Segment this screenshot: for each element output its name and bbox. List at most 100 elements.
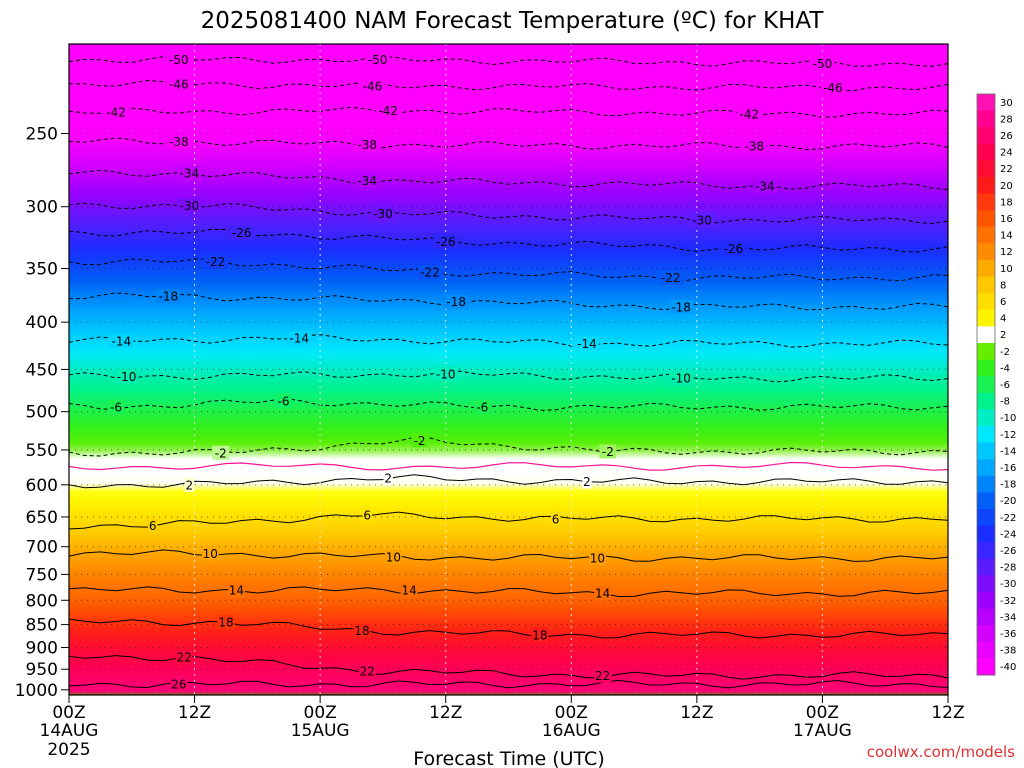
- colorbar-swatch: [977, 392, 995, 410]
- contour-label: -6: [110, 400, 122, 414]
- contour-label-bg: [203, 254, 228, 269]
- colorbar-label: 10: [1000, 264, 1013, 275]
- contour-label-bg: [201, 546, 219, 561]
- contour-line--26: [68, 229, 949, 253]
- contour-line-22: [68, 655, 949, 680]
- x-tick-label: 12Z: [680, 703, 713, 723]
- contour-label: -2: [215, 446, 227, 460]
- colorbar-label: 4: [1000, 314, 1006, 325]
- pressure-axis: 250 300 350 400 450 500 550 600 650 700 750 800 850 9…: [15, 44, 70, 701]
- contour-label: -34: [357, 174, 377, 188]
- contour-labels: -50 -50 -50 -46 -46 -46 -42 -42 -42 -38 -38 -38 -34 -…: [103, 52, 845, 692]
- colorbar-label: 18: [1000, 197, 1013, 208]
- colorbar-label: -38: [1000, 646, 1016, 657]
- colorbar-label: -10: [1000, 413, 1016, 424]
- colorbar-label: -6: [1000, 380, 1010, 391]
- contour-label: -34: [755, 180, 775, 194]
- contour-label-bg: [166, 77, 191, 92]
- colorbar-label: -26: [1000, 546, 1016, 557]
- contour-label-bg: [376, 103, 401, 118]
- contour-label: 2: [384, 472, 392, 486]
- contour-label: -2: [602, 445, 614, 459]
- x-axis-label: Forecast Time (UTC): [413, 748, 604, 768]
- y-tick-label: 250: [26, 125, 58, 145]
- contour-label-bg: [433, 234, 458, 249]
- contour-label: -38: [745, 140, 765, 154]
- y-tick-label: 550: [26, 441, 58, 461]
- contour-label: -2: [414, 434, 426, 448]
- contour-label: -18: [671, 300, 691, 314]
- contour-label: -26: [436, 235, 456, 249]
- contour-label-bg: [589, 550, 606, 565]
- contour-line-6: [68, 511, 949, 530]
- colorbar-swatch: [977, 509, 995, 527]
- colorbar-swatch: [977, 94, 995, 112]
- contour-label: -18: [446, 295, 466, 309]
- y-tick-label: 600: [26, 476, 58, 496]
- colorbar-swatch: [977, 243, 995, 261]
- credit-text: coolwx.com/models: [867, 743, 1015, 761]
- contour-line--14: [68, 334, 949, 348]
- y-tick-label: 400: [26, 313, 58, 333]
- colorbar-swatch: [977, 492, 995, 510]
- colorbar-swatch: [977, 343, 995, 361]
- contour-line-14: [68, 586, 949, 598]
- contour-label: 18: [354, 624, 369, 638]
- x-tick-label: 00Z: [304, 703, 337, 723]
- contour-label: 14: [401, 584, 416, 598]
- contour-label-bg: [658, 270, 683, 285]
- contour-label-bg: [810, 56, 835, 71]
- contour-line--30: [68, 202, 949, 225]
- y-tick-label: 650: [26, 508, 58, 528]
- colorbar-swatch: [977, 260, 995, 278]
- colorbar-swatch: [977, 608, 995, 626]
- contour-label: -42: [378, 104, 398, 118]
- contour-label-bg: [383, 471, 393, 486]
- y-tick-label: 750: [26, 565, 58, 585]
- contour-lines: [68, 55, 949, 689]
- contour-label-bg: [417, 264, 443, 279]
- contour-label-bg: [669, 371, 694, 386]
- contour-label-bg: [166, 52, 191, 67]
- colorbar-label: 8: [1000, 280, 1006, 291]
- contour-label: 14: [595, 587, 610, 601]
- colorbar-label: 6: [1000, 297, 1006, 308]
- contour-label-bg: [275, 394, 292, 409]
- contour-label-bg: [212, 445, 230, 460]
- colorbar-label: -36: [1000, 629, 1016, 640]
- colorbar-swatch: [977, 210, 995, 228]
- freezing-line: [68, 461, 949, 471]
- contour-label: -14: [289, 331, 309, 345]
- contour-label: -22: [206, 255, 226, 269]
- contour-label: 26: [171, 678, 186, 692]
- contour-label-bg: [228, 583, 245, 598]
- colorbar-label: -2: [1000, 347, 1010, 358]
- contour-label-bg: [103, 105, 129, 120]
- contour-label: -50: [813, 57, 833, 71]
- colorbar-label: -12: [1000, 430, 1016, 441]
- x-date-label: 14AUG: [40, 721, 99, 741]
- contour-label-bg: [287, 330, 312, 345]
- contour-label-bg: [362, 508, 372, 523]
- contour-label-bg: [175, 650, 193, 665]
- contour-label: 10: [203, 547, 218, 561]
- colorbar-label: -20: [1000, 496, 1016, 507]
- contour-label-bg: [353, 623, 371, 638]
- contour-label-bg: [444, 294, 469, 309]
- contour-label-bg: [229, 225, 254, 240]
- colorbar-swatch: [977, 110, 995, 128]
- colorbar-label: -8: [1000, 397, 1010, 408]
- colorbar-swatch: [977, 592, 995, 610]
- contour-line--46: [68, 79, 949, 92]
- colorbar-swatch: [977, 226, 995, 244]
- temperature-field: [69, 44, 948, 695]
- contour-label: 14: [229, 584, 244, 598]
- contour-label-bg: [365, 52, 390, 67]
- colorbar-swatch: [977, 525, 995, 543]
- contour-label: 22: [595, 669, 610, 683]
- temperature-fill: [69, 44, 948, 695]
- contour-label: -22: [661, 271, 681, 285]
- contour-label: -50: [368, 53, 388, 67]
- contour-line-26: [68, 679, 949, 689]
